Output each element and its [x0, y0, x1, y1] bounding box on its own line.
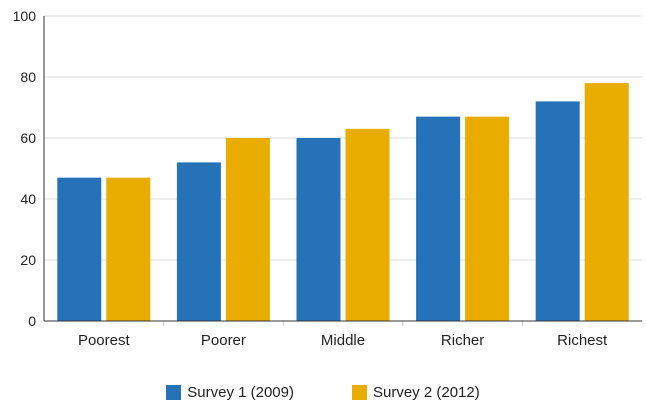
legend-item-survey-1[interactable]: Survey 1 (2009) [166, 384, 294, 401]
legend-swatch-survey-1 [166, 385, 182, 400]
y-tick-label: 0 [28, 313, 36, 329]
x-category-label: Poorer [201, 332, 246, 349]
bar-middle-series-1[interactable] [296, 138, 341, 321]
bar-middle-series-2[interactable] [345, 128, 390, 321]
bar-richest-series-2[interactable] [584, 83, 629, 321]
y-tick-label: 40 [20, 191, 36, 207]
y-tick-label: 60 [20, 130, 36, 146]
x-category-label: Poorest [78, 332, 131, 349]
legend-swatch-survey-2 [352, 385, 367, 400]
axes [43, 16, 642, 326]
x-category-label: Richer [441, 332, 484, 349]
axis-labels: 0 20 40 60 80 100 Poorest Poorer Middle Richer Ric… [13, 8, 608, 349]
bar-poorer-series-2[interactable] [225, 138, 270, 321]
legend: Survey 1 (2009) Survey 2 (2012) [0, 384, 646, 401]
y-tick-label: 80 [20, 69, 36, 85]
bar-poorest-series-2[interactable] [106, 177, 151, 321]
bar-richest-series-1[interactable] [535, 101, 580, 322]
bar-richer-series-1[interactable] [416, 116, 461, 322]
y-tick-label: 100 [13, 8, 37, 24]
bar-poorer-series-1[interactable] [176, 162, 221, 321]
x-category-label: Middle [321, 332, 365, 349]
x-category-label: Richest [557, 332, 608, 349]
bar-richer-series-2[interactable] [465, 116, 510, 322]
bars [57, 83, 629, 322]
legend-item-survey-2[interactable]: Survey 2 (2012) [352, 384, 480, 401]
y-tick-label: 20 [20, 252, 36, 268]
legend-label-survey-2: Survey 2 (2012) [373, 384, 480, 401]
legend-label-survey-1: Survey 1 (2009) [187, 384, 294, 401]
bar-poorest-series-1[interactable] [57, 177, 102, 321]
